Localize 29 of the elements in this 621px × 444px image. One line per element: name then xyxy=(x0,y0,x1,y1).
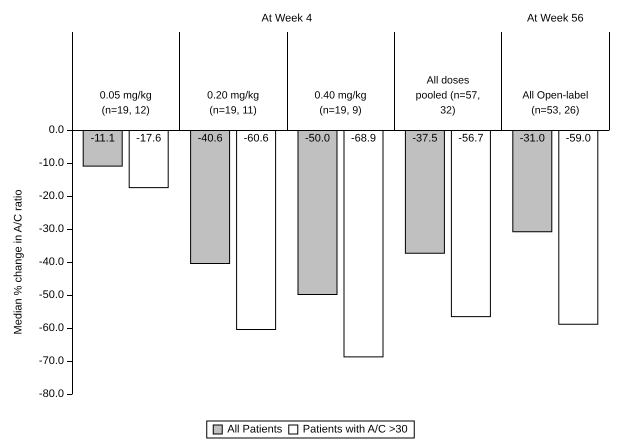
legend-label: Patients with A/C >30 xyxy=(302,424,408,436)
data-label: -60.6 xyxy=(244,132,269,144)
x-tick-label: 0.20 mg/kg (n=19, 11) xyxy=(207,90,260,116)
y-axis-title: Median % change in A/C ratio xyxy=(12,190,24,334)
data-label: -37.5 xyxy=(412,132,438,144)
data-label: -31.0 xyxy=(520,132,545,144)
y-tick-label: 0.0 xyxy=(48,124,64,136)
y-tick-label: -60.0 xyxy=(38,322,64,334)
data-label: -59.0 xyxy=(566,132,591,144)
text: At Week 4 xyxy=(262,12,312,24)
data-label: -11.1 xyxy=(90,132,115,144)
text: At Week 56 xyxy=(526,12,584,24)
y-tick-label: -50.0 xyxy=(38,289,64,301)
data-label: -68.9 xyxy=(350,132,376,144)
data-label: -17.6 xyxy=(136,132,162,144)
y-tick-label: -30.0 xyxy=(38,223,64,235)
y-tick-label: -10.0 xyxy=(38,157,64,169)
y-tick-label: -20.0 xyxy=(38,190,64,202)
x-tick-label: All Open-label (n=53, 26) xyxy=(522,90,588,116)
x-tick-label: 0.05 mg/kg (n=19, 12) xyxy=(100,90,152,116)
y-tick-label: -80.0 xyxy=(38,388,64,400)
y-tick-label: -70.0 xyxy=(38,355,64,367)
data-label: -40.6 xyxy=(198,132,223,144)
data-label: -56.7 xyxy=(458,132,484,144)
data-label: -50.0 xyxy=(304,132,330,144)
x-tick-label: 0.40 mg/kg (n=19, 9) xyxy=(314,90,367,116)
x-tick-label: All doses pooled (n=57, 32) xyxy=(416,74,480,116)
y-tick-label: -40.0 xyxy=(38,256,64,268)
legend-label: All Patients xyxy=(227,424,283,436)
